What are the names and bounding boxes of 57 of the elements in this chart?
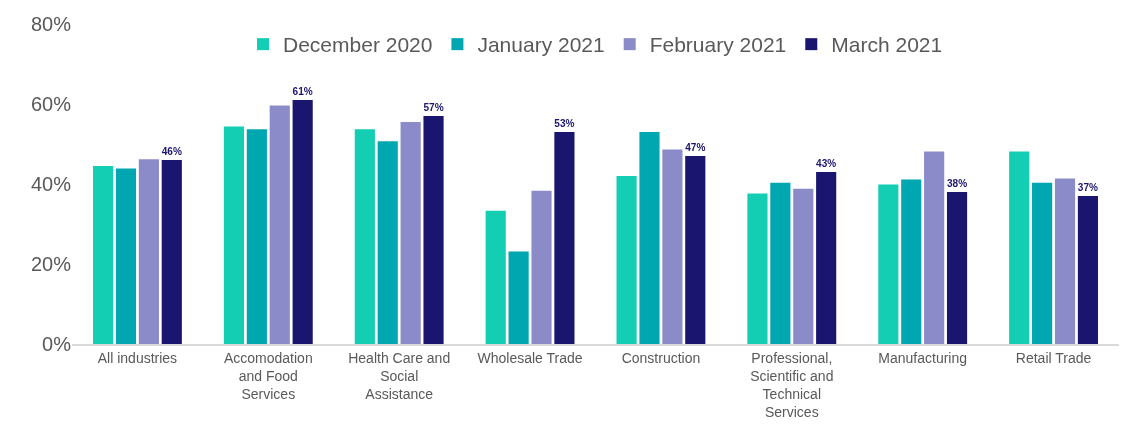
data-label: 57%	[423, 101, 444, 113]
bar	[354, 129, 375, 344]
y-tick-label: 60%	[30, 93, 72, 115]
bar	[508, 251, 529, 344]
bar	[1054, 178, 1076, 344]
x-tick-label: All industries	[97, 349, 178, 366]
bar	[223, 126, 245, 344]
y-tick-label: 20%	[30, 253, 72, 275]
bar	[639, 132, 660, 344]
legend-label: February 2021	[649, 33, 787, 57]
bar	[400, 122, 421, 344]
bar	[924, 151, 945, 344]
bar	[377, 141, 398, 344]
x-tick-label: Professional, Scientific and Technical Services	[750, 349, 834, 421]
data-label: 37%	[1077, 181, 1099, 193]
bar	[1077, 196, 1098, 344]
bar	[901, 179, 922, 344]
bar	[616, 176, 637, 344]
y-tick-label: 40%	[30, 173, 72, 195]
bar	[292, 100, 313, 344]
x-tick-label: Construction	[621, 349, 701, 366]
x-tick-label: Wholesale Trade	[477, 349, 583, 366]
bar	[531, 190, 552, 344]
bar	[946, 192, 968, 344]
bar	[93, 166, 114, 344]
data-label: 38%	[946, 177, 968, 189]
bar	[793, 188, 814, 344]
data-label: 61%	[292, 85, 313, 97]
bar	[770, 182, 791, 344]
data-label: 43%	[816, 157, 837, 169]
bar	[1032, 182, 1053, 344]
y-tick-label: 0%	[42, 333, 72, 355]
bar	[747, 193, 768, 344]
bar	[662, 149, 683, 344]
bar	[161, 160, 182, 344]
x-tick-label: Retail Trade	[1015, 349, 1092, 366]
legend-label: March 2021	[831, 33, 943, 57]
bar	[685, 156, 706, 344]
legend-label: December 2020	[283, 33, 433, 57]
data-label: 53%	[554, 117, 575, 129]
legend-label: January 2021	[477, 33, 605, 57]
bar	[554, 132, 575, 344]
y-tick-label: 80%	[30, 13, 72, 35]
bar	[878, 184, 899, 344]
bar	[269, 105, 290, 344]
bar	[423, 116, 444, 344]
bar	[115, 168, 137, 344]
bar	[138, 159, 159, 344]
bar	[485, 210, 506, 344]
x-tick-label: Manufacturing	[878, 349, 968, 366]
x-tick-label: Accomodation and Food Services	[223, 349, 313, 403]
bar	[246, 129, 267, 344]
x-tick-label: Health Care and Social Assistance	[348, 349, 451, 403]
data-label: 47%	[685, 141, 706, 153]
data-label: 46%	[161, 145, 182, 157]
bar	[1009, 151, 1030, 344]
bar	[816, 172, 837, 344]
